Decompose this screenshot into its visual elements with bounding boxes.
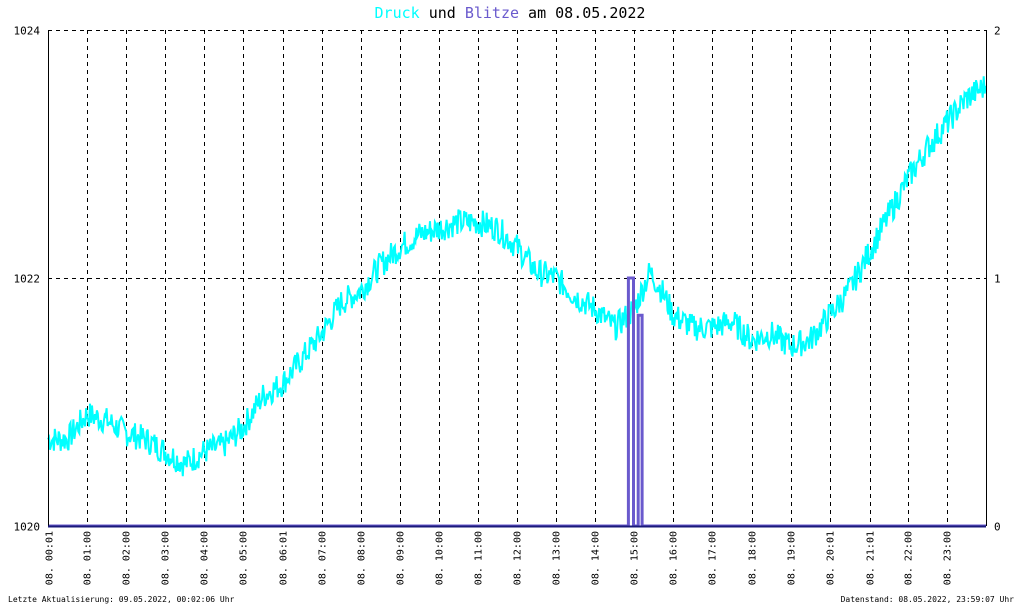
- x-tick-label: 08. 06:01: [279, 531, 290, 585]
- x-tick-label: 08. 12:00: [513, 531, 524, 585]
- plot-frame: [48, 30, 987, 528]
- x-tick-label: 08. 17:00: [708, 531, 719, 585]
- x-tick-label: 08. 08:00: [357, 531, 368, 585]
- grid: [48, 30, 986, 526]
- x-tick-label: 08. 10:00: [435, 531, 446, 585]
- x-tick-label: 08. 09:00: [396, 531, 407, 585]
- x-tick-label: 08. 21:01: [866, 531, 877, 585]
- series-line-druck: [47, 76, 987, 477]
- x-tick-label: 08. 16:00: [669, 531, 680, 585]
- x-tick-label: 08. 04:00: [200, 531, 211, 585]
- y-right-tick-label: 0: [994, 521, 1001, 534]
- x-tick-label: 08. 18:00: [748, 531, 759, 585]
- x-tick-label: 08. 20:01: [826, 531, 837, 585]
- axes: 08. 00:01 08. 01:00 08. 02:00 08. 03:00 08. …: [14, 25, 1001, 586]
- title-part: am 08.05.2022: [519, 4, 645, 22]
- title-part: Blitze: [465, 4, 519, 22]
- title-part: und: [420, 4, 465, 22]
- data-status-text: Datenstand: 08.05.2022, 23:59:07 Uhr: [840, 595, 1014, 604]
- last-update-text: Letzte Aktualisierung: 09.05.2022, 00:02…: [8, 595, 235, 604]
- x-tick-label: 08. 07:00: [318, 531, 329, 585]
- x-tick-label: 08. 11:00: [474, 531, 485, 585]
- x-tick-label: 08. 13:00: [552, 531, 563, 585]
- x-tick-label: 08. 01:00: [83, 531, 94, 585]
- x-tick-label: 08. 03:00: [161, 531, 172, 585]
- x-tick-label: 08. 15:00: [630, 531, 641, 585]
- x-tick-label: 08. 00:01: [45, 531, 56, 585]
- x-tick-label: 08. 14:00: [591, 531, 602, 585]
- y-right-tick-label: 1: [994, 273, 1001, 286]
- title-part: Druck: [375, 4, 420, 22]
- x-tick-label: 08. 02:00: [122, 531, 133, 585]
- x-tick-label: 08. 19:00: [787, 531, 798, 585]
- chart-title: Druck und Blitze am 08.05.2022: [375, 4, 646, 22]
- y-left-tick-label: 1022: [14, 273, 41, 286]
- y-right-tick-label: 2: [994, 25, 1001, 38]
- x-tick-label: 08. 23:00: [943, 531, 954, 585]
- y-left-tick-label: 1024: [14, 25, 41, 38]
- x-tick-label: 08. 05:00: [239, 531, 250, 585]
- y-left-tick-label: 1020: [14, 521, 41, 534]
- x-tick-label: 08. 22:00: [904, 531, 915, 585]
